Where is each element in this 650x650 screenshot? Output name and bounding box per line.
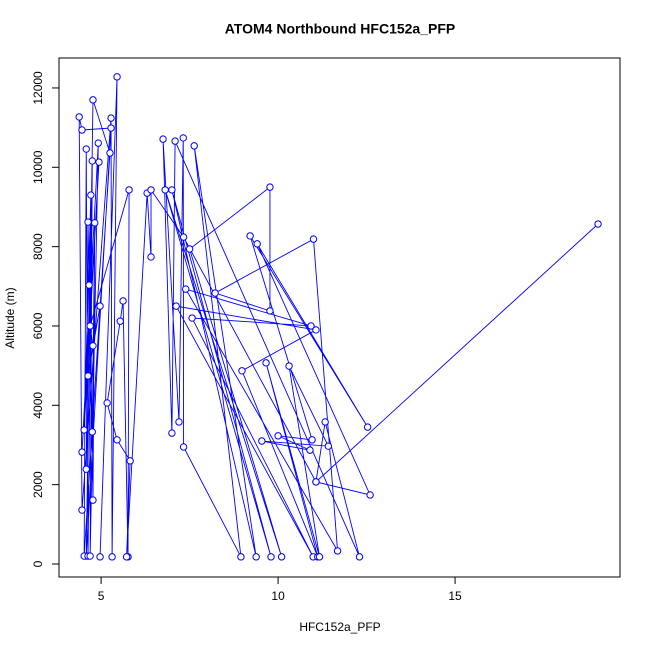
- data-point: [309, 235, 318, 243]
- data-line: [78, 76, 599, 558]
- data-point: [119, 297, 127, 305]
- data-point: [88, 157, 96, 165]
- data-point: [78, 126, 86, 134]
- data-point: [237, 553, 245, 561]
- data-point: [266, 307, 274, 315]
- data-point: [594, 220, 602, 228]
- data-point: [190, 142, 198, 150]
- data-point: [88, 428, 96, 436]
- data-point: [113, 436, 121, 444]
- data-point: [95, 158, 103, 166]
- data-point: [321, 418, 329, 426]
- y-tick-label: 6000: [31, 312, 45, 339]
- data-point: [86, 552, 94, 560]
- data-point: [116, 317, 124, 325]
- data-point: [258, 437, 266, 445]
- data-point: [179, 443, 188, 451]
- data-point: [355, 553, 364, 561]
- data-point: [277, 553, 286, 561]
- data-point: [179, 134, 187, 142]
- data-point: [82, 145, 90, 153]
- data-point: [188, 314, 196, 322]
- data-point: [80, 426, 88, 434]
- data-point: [175, 418, 183, 426]
- data-point: [262, 359, 270, 367]
- data-point: [312, 326, 320, 334]
- data-point: [125, 186, 133, 194]
- data-point: [185, 245, 194, 253]
- data-point: [363, 423, 372, 431]
- data-point: [89, 496, 97, 504]
- data-point: [96, 553, 104, 561]
- data-point: [82, 465, 90, 473]
- data-point: [306, 446, 314, 454]
- data-point: [84, 372, 92, 380]
- data-point: [107, 124, 115, 132]
- data-point: [179, 233, 188, 241]
- data-point: [324, 442, 333, 450]
- data-point: [211, 289, 219, 297]
- data-point: [89, 342, 97, 350]
- data-point: [308, 436, 316, 444]
- data-point: [86, 322, 94, 330]
- data-point: [312, 478, 320, 486]
- y-tick-label: 2000: [31, 471, 45, 498]
- x-tick-label: 5: [98, 589, 105, 603]
- data-point: [94, 139, 102, 147]
- data-point: [252, 553, 260, 561]
- data-point: [91, 219, 99, 227]
- y-tick-label: 12000: [31, 71, 45, 105]
- data-point: [89, 96, 97, 104]
- data-point: [171, 137, 179, 145]
- y-tick-label: 4000: [31, 392, 45, 419]
- y-axis-label: Altitude (m): [3, 287, 17, 348]
- data-point: [267, 553, 275, 561]
- data-point: [107, 114, 115, 122]
- data-point: [85, 281, 93, 289]
- data-point: [106, 149, 114, 157]
- data-point: [182, 285, 190, 293]
- data-point: [266, 183, 274, 191]
- data-point: [147, 253, 155, 261]
- x-tick-label: 15: [448, 589, 462, 603]
- data-point: [253, 240, 261, 248]
- data-point: [274, 432, 282, 440]
- x-axis-label: HFC152a_PFP: [299, 620, 380, 634]
- data-point: [172, 302, 180, 310]
- data-point: [168, 186, 176, 194]
- data-point: [315, 553, 324, 561]
- data-point: [333, 547, 342, 555]
- data-point: [113, 73, 121, 81]
- plot-frame: [58, 57, 621, 578]
- y-tick-label: 8000: [31, 233, 45, 260]
- data-point: [307, 322, 315, 330]
- data-point: [78, 448, 86, 456]
- data-point: [238, 367, 246, 375]
- data-point: [84, 218, 92, 226]
- data-point: [87, 191, 95, 199]
- data-point: [78, 506, 86, 514]
- data-point: [75, 113, 83, 121]
- chart-title: ATOM4 Northbound HFC152a_PFP: [225, 21, 456, 37]
- data-point: [168, 429, 176, 437]
- data-point: [246, 232, 254, 240]
- data-point: [103, 399, 111, 407]
- x-tick-label: 10: [271, 589, 285, 603]
- data-point: [96, 302, 104, 310]
- y-tick-label: 0: [31, 560, 45, 567]
- data-point: [126, 457, 134, 465]
- data-point: [285, 362, 293, 370]
- data-point: [159, 135, 167, 143]
- data-point: [161, 186, 169, 194]
- data-point: [122, 553, 131, 561]
- data-point: [147, 186, 155, 194]
- y-tick-label: 10000: [31, 150, 45, 184]
- data-point: [108, 553, 116, 561]
- data-point: [366, 491, 374, 499]
